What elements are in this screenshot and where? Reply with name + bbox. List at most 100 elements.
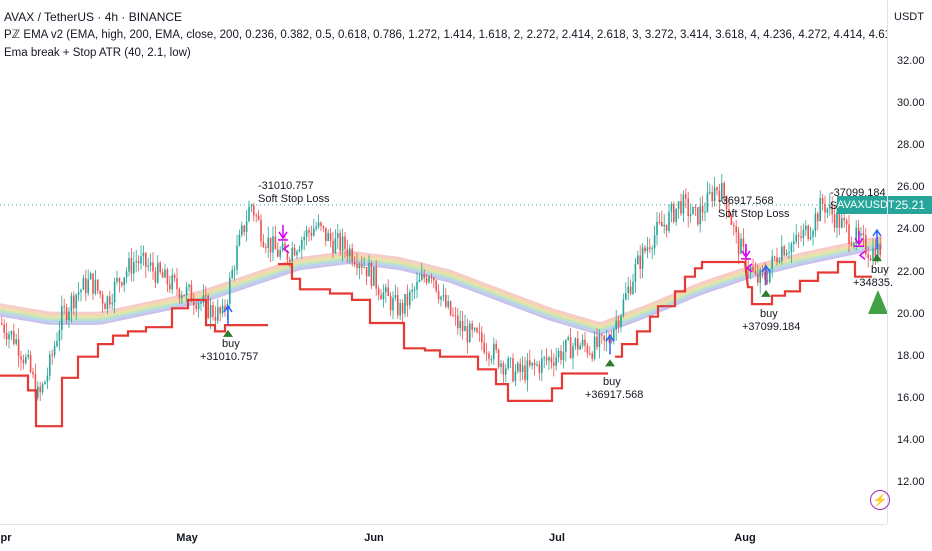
candle: [25, 353, 27, 366]
candle: [32, 367, 34, 379]
candle: [116, 270, 118, 285]
candle: [817, 211, 819, 231]
candle: [394, 284, 397, 301]
candle: [80, 288, 82, 302]
candle: [365, 266, 368, 286]
candle: [37, 381, 39, 401]
y-tick-label: 22.00: [897, 265, 925, 278]
price-axis[interactable]: USDT 12.00 14.00 16.00 18.00 20.00 22.00 24.00…: [887, 0, 932, 524]
candle: [161, 268, 164, 278]
candle: [322, 225, 325, 233]
candle: [411, 283, 413, 302]
candle: [10, 330, 13, 341]
candle: [70, 292, 73, 323]
annotation-buy-1-label: buy: [222, 338, 240, 350]
stop-signal: [278, 224, 290, 254]
candle: [593, 331, 596, 361]
time-axis[interactable]: pr May Jun Jul Aug: [0, 524, 887, 551]
candle: [262, 234, 265, 249]
candle: [543, 355, 545, 369]
x-tick-label: Jul: [549, 532, 565, 544]
candle: [488, 351, 490, 367]
candle: [385, 283, 387, 303]
candle: [121, 281, 123, 288]
candle: [694, 204, 697, 217]
candle: [692, 206, 694, 215]
annotation-loss-1-label: Soft Stop Loss: [258, 193, 330, 205]
candle: [327, 229, 329, 242]
candle: [812, 228, 814, 246]
candle: [245, 210, 248, 242]
ema-band-line: [0, 240, 883, 329]
candle: [495, 339, 497, 354]
candle: [310, 225, 313, 241]
annotation-loss-2-value: -36917.568: [718, 195, 774, 207]
candle: [809, 226, 812, 241]
candle: [370, 260, 373, 290]
candle: [224, 299, 226, 317]
candle: [253, 202, 255, 222]
y-tick-label: 26.00: [897, 181, 925, 194]
candle: [682, 190, 685, 223]
candle: [315, 221, 317, 232]
price-axis-currency[interactable]: USDT: [894, 11, 924, 23]
candle: [656, 211, 658, 246]
legend-title[interactable]: AVAX / TetherUS · 4h · BINANCE: [4, 10, 183, 24]
candle: [382, 284, 385, 308]
candle: [238, 229, 241, 247]
candle: [409, 289, 411, 310]
candle: [464, 314, 466, 332]
candle: [178, 287, 181, 304]
candle: [421, 262, 423, 282]
candle: [601, 333, 603, 344]
candle: [341, 228, 344, 262]
candle: [793, 232, 795, 253]
candle: [617, 315, 620, 333]
candle: [867, 246, 869, 268]
candle: [829, 193, 831, 216]
legend-indicator-ema[interactable]: Pℤ EMA v2 (EMA, high, 200, EMA, close, 2…: [4, 29, 932, 41]
candle: [531, 362, 533, 370]
candle: [277, 242, 279, 258]
candle: [644, 244, 646, 254]
candle: [507, 355, 509, 371]
legend-indicator-stop-atr[interactable]: Ema break + Stop ATR (40, 2.1, low): [4, 47, 191, 59]
candle: [711, 185, 713, 208]
candle: [337, 223, 339, 249]
candle: [805, 220, 807, 236]
candle: [73, 291, 75, 316]
y-tick-label: 14.00: [897, 433, 925, 446]
candle: [392, 291, 394, 320]
candle: [305, 225, 308, 246]
candle: [190, 280, 193, 303]
candle: [106, 295, 109, 314]
candle: [39, 382, 41, 402]
candle: [205, 285, 207, 301]
candle: [435, 279, 437, 293]
candle: [272, 226, 274, 262]
candle: [579, 342, 581, 351]
annotation-buy-4: buy +34835.: [853, 264, 893, 290]
candle: [296, 249, 298, 260]
candle: [53, 340, 56, 359]
annotation-buy-1-value: +31010.757: [200, 351, 259, 363]
candle: [209, 298, 212, 329]
candle: [497, 348, 500, 370]
candle: [675, 208, 677, 226]
candle: [279, 245, 281, 261]
candle: [243, 225, 245, 237]
candle: [586, 342, 589, 358]
candle: [44, 380, 46, 385]
candle: [802, 223, 805, 247]
candle: [625, 282, 627, 301]
flash-icon[interactable]: ⚡: [870, 490, 890, 510]
buy-signal: [223, 304, 233, 337]
candle: [473, 326, 476, 333]
candle: [502, 360, 505, 386]
annotation-buy-4-label: buy: [871, 264, 889, 276]
candle: [519, 358, 521, 382]
candle: [514, 363, 517, 387]
candle: [255, 212, 257, 223]
candle: [65, 303, 68, 325]
